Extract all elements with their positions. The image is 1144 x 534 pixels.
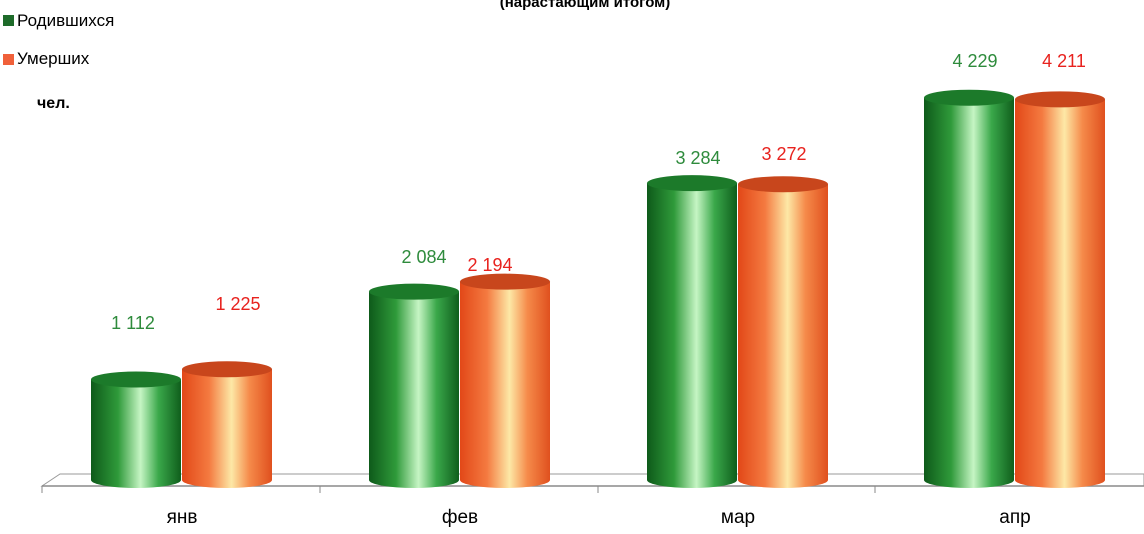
bar-born-0 — [91, 371, 181, 488]
bar-top — [182, 361, 272, 378]
bar-top — [738, 176, 828, 193]
bar-top — [460, 273, 550, 290]
data-label-born-3: 4 229 — [952, 51, 997, 71]
category-label-3: апр — [999, 507, 1030, 528]
category-label-2: мар — [721, 507, 755, 528]
bar-top — [924, 89, 1014, 106]
data-label-died-2: 3 272 — [761, 144, 806, 164]
data-label-died-0: 1 225 — [215, 294, 260, 314]
data-label-died-1: 2 194 — [467, 255, 512, 275]
legend-item-died: Умерших — [3, 49, 90, 68]
bar-body — [924, 97, 1014, 489]
bar-body — [369, 291, 459, 488]
bar-died-0 — [182, 361, 272, 488]
bar-born-1 — [369, 283, 459, 488]
data-label-born-0: 1 112 — [111, 313, 155, 333]
bar-top — [647, 175, 737, 192]
bar-died-3 — [1015, 91, 1105, 489]
bar-died-1 — [460, 273, 550, 488]
bar-body — [738, 184, 828, 489]
legend-swatch-born — [3, 15, 14, 26]
category-label-0: янв — [167, 507, 198, 528]
legend-label-born: Родившихся — [17, 11, 114, 30]
bar-top — [369, 283, 459, 300]
unit-label: чел. — [37, 95, 70, 112]
bar-body — [647, 183, 737, 488]
bar-top — [91, 371, 181, 388]
legend-item-born: Родившихся — [3, 11, 114, 30]
data-label-born-2: 3 284 — [675, 148, 720, 168]
legend-swatch-died — [3, 54, 14, 65]
bar-top — [1015, 91, 1105, 108]
category-label-1: фев — [442, 507, 478, 528]
data-labels: 1 112 1 225 2 084 2 194 3 284 3 272 4 229 4 211 — [111, 51, 1086, 333]
bar-body — [91, 379, 181, 488]
bar-body — [182, 369, 272, 488]
bar-born-3 — [924, 89, 1014, 489]
chart-subtitle: (нарастающим итогом) — [500, 0, 671, 11]
category-tick-labels: янв фев мар апр — [167, 507, 1031, 528]
data-label-born-1: 2 084 — [401, 247, 446, 267]
bar-body — [460, 281, 550, 488]
legend: Родившихся Умерших — [3, 11, 114, 68]
bars — [91, 89, 1105, 489]
bar-body — [1015, 99, 1105, 489]
data-label-died-3: 4 211 — [1042, 51, 1086, 71]
bar-died-2 — [738, 176, 828, 489]
legend-label-died: Умерших — [17, 49, 90, 68]
bar-born-2 — [647, 175, 737, 488]
